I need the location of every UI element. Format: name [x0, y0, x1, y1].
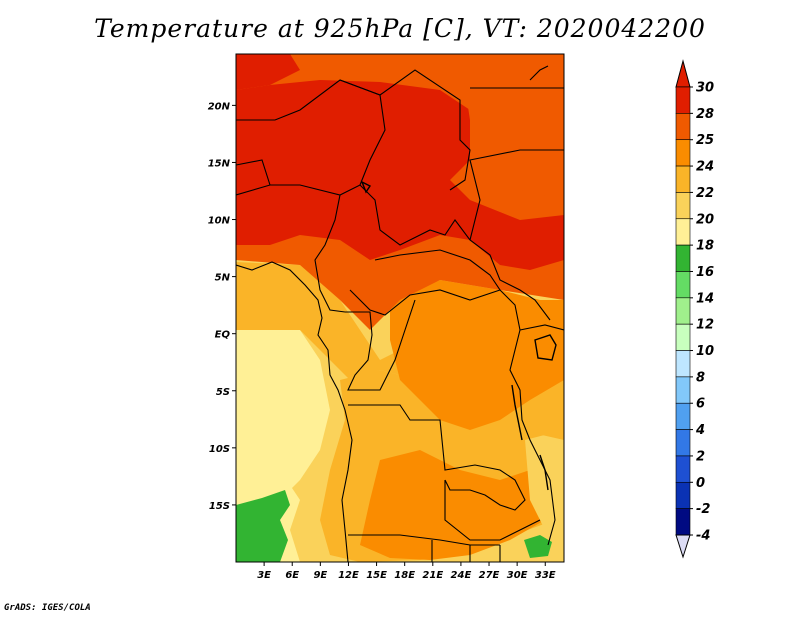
lon-tick-label: 12E [338, 570, 359, 581]
lon-tick-label: 21E [422, 570, 443, 581]
field-green-southwest [236, 490, 290, 562]
colorbar-segment [675, 350, 691, 378]
lat-tick-label: 20N [208, 101, 231, 112]
map-frame [235, 53, 565, 563]
colorbar-label: 14 [696, 291, 714, 306]
border-angola-zambia [444, 480, 541, 541]
colorbar-segment [675, 218, 691, 246]
border-drc-south [348, 404, 526, 511]
lon-tick-label: 33E [535, 570, 556, 581]
lon-tick-label: 18E [394, 570, 415, 581]
colorbar-label: 25 [696, 133, 714, 148]
latitude-axis: 20N 15N 10N 5N EQ 5S 10S 15S [208, 101, 236, 512]
colorbar-label: 16 [696, 265, 714, 280]
field-southern-25 [360, 450, 550, 560]
border-lower [431, 540, 501, 562]
colorbar-segment [675, 139, 691, 167]
border-sahel [236, 184, 551, 321]
lake-victoria [534, 334, 557, 361]
longitude-axis: 3E 6E 9E 12E 15E 18E 21E 24E 27E 30E 33E [257, 562, 556, 581]
lon-tick-label: 27E [479, 570, 500, 581]
field-northeast-25 [460, 54, 564, 200]
border-car [349, 249, 501, 316]
border-congo [345, 299, 416, 391]
border-niger-nigeria [236, 159, 271, 186]
field-green-southeast [524, 535, 552, 558]
colorbar-segment [675, 271, 691, 299]
border-east [499, 289, 556, 546]
border-namibia [348, 534, 500, 546]
colorbar-segment [675, 244, 691, 272]
colorbar-label: 4 [695, 423, 705, 438]
colorbar-label: 28 [696, 107, 714, 122]
colorbar-label: -2 [696, 502, 710, 517]
colorbar-segment [675, 323, 691, 351]
lon-tick-label: 3E [257, 570, 271, 581]
colorbar-segment [675, 192, 691, 220]
coastline-west [236, 261, 353, 562]
field-north-28b [236, 54, 300, 90]
colorbar-label: 30 [696, 81, 714, 96]
colorbar-segment [675, 429, 691, 457]
colorbar-segment [675, 402, 691, 430]
colorbar-label: 18 [696, 239, 714, 254]
country-borders [236, 65, 564, 562]
lake-malawi [539, 454, 549, 491]
coastline-red-sea [529, 65, 549, 81]
colorbar-label: 2 [696, 449, 705, 464]
colorbar-bottom-arrow [675, 534, 691, 559]
colorbar-top-arrow [675, 59, 691, 88]
colorbar-segment [675, 508, 691, 536]
border-nigeria-chad [339, 79, 386, 186]
colorbar-label: -4 [696, 529, 710, 544]
colorbar-segment [675, 86, 691, 114]
map-title: Temperature at 925hPa [C], VT: 202004220… [94, 14, 706, 43]
border-sahara [236, 69, 471, 191]
colorbar-label: 20 [696, 212, 714, 227]
lat-tick-label: 15N [208, 158, 231, 169]
lon-tick-label: 24E [451, 570, 472, 581]
credit-label: GrADS: IGES/COLA [4, 603, 91, 613]
colorbar-segment [675, 113, 691, 141]
border-cameroon [314, 194, 346, 313]
temperature-field [236, 54, 564, 562]
lon-tick-label: 9E [313, 570, 327, 581]
field-east-22 [525, 430, 564, 530]
colorbar-label: 6 [696, 397, 705, 412]
border-south-sudan [469, 149, 564, 241]
lake-chad [360, 180, 372, 194]
colorbar-segment [675, 455, 691, 483]
colorbar-label: 10 [696, 344, 714, 359]
colorbar-segment [675, 297, 691, 325]
lake-tanganyika [511, 384, 523, 441]
colorbar-label: 12 [696, 318, 714, 333]
lon-tick-label: 30E [507, 570, 528, 581]
colorbar-segment [675, 481, 691, 509]
lat-tick-label: 10S [209, 444, 230, 455]
lat-tick-label: 5S [216, 387, 230, 398]
colorbar-segment [675, 165, 691, 193]
colorbar-label: 24 [696, 160, 714, 175]
lakes [360, 180, 557, 491]
colorbar-label: 8 [696, 370, 705, 385]
field-north-28 [236, 80, 564, 270]
lat-tick-label: 10N [208, 216, 231, 227]
colorbar-label: 0 [696, 476, 705, 491]
lat-tick-label: 5N [215, 273, 231, 284]
border-uganda-kenya [519, 324, 564, 331]
lat-tick-label: 15S [209, 501, 230, 512]
lon-tick-label: 15E [366, 570, 387, 581]
field-coast-20 [236, 330, 330, 500]
lon-tick-label: 6E [285, 570, 299, 581]
lat-tick-label: EQ [215, 330, 231, 341]
colorbar-segment [675, 376, 691, 404]
colorbar-label: 22 [696, 186, 714, 201]
